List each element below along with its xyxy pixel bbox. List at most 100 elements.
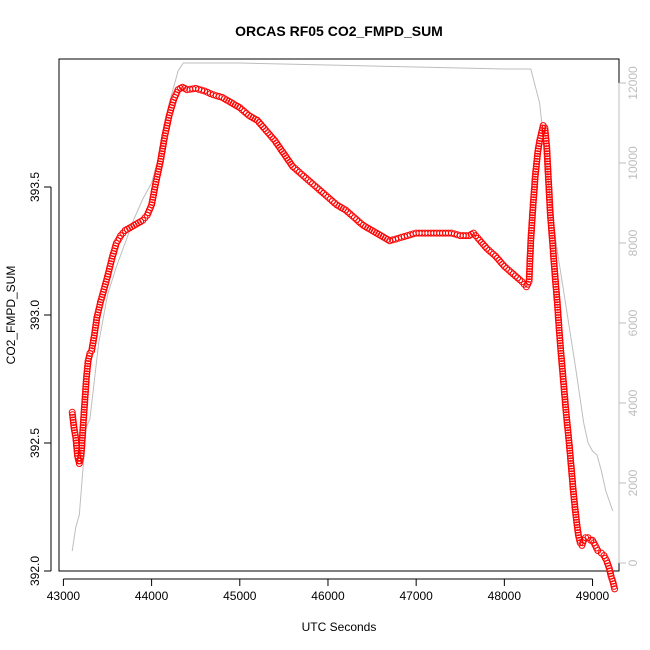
co2-point: [69, 416, 77, 424]
co2-point: [306, 178, 314, 186]
co2-point: [549, 250, 557, 258]
co2-point: [69, 419, 77, 426]
co2-point: [261, 125, 268, 133]
co2-point: [509, 270, 517, 278]
co2-point: [526, 260, 534, 268]
co2-point: [571, 506, 579, 514]
co2-point: [530, 196, 537, 204]
co2-point: [355, 218, 363, 226]
x-axis: 43000 44000 45000 46000 47000 48000 49000: [47, 578, 610, 603]
co2-point: [545, 188, 553, 196]
co2-point: [159, 142, 167, 150]
co2-point: [532, 163, 540, 170]
co2-point: [541, 124, 549, 132]
co2-point: [554, 314, 562, 322]
co2-point: [534, 147, 542, 155]
co2-point: [161, 132, 169, 140]
co2-point: [556, 332, 564, 339]
x-tick-label: 48000: [488, 589, 522, 603]
co2-point: [546, 204, 554, 211]
y-axis-label: CO2_FMPD_SUM: [4, 266, 18, 365]
co2-point: [544, 163, 552, 170]
co2-point: [324, 193, 332, 201]
co2-point: [350, 214, 358, 222]
co2-point: [77, 452, 85, 460]
co2-point: [163, 122, 171, 130]
co2-point: [500, 262, 508, 270]
co2-point: [562, 406, 570, 414]
co2-point: [495, 256, 503, 264]
co2-point: [481, 242, 489, 250]
co2-point: [547, 216, 555, 224]
co2-point: [545, 191, 553, 199]
co2-point: [557, 344, 565, 352]
co2-point: [503, 264, 511, 272]
co2-point: [546, 211, 554, 219]
co2-point: [253, 116, 261, 124]
co2-point: [531, 183, 538, 191]
co2-point: [546, 209, 554, 217]
x-tick-label: 45000: [223, 589, 257, 603]
co2-point: [157, 155, 165, 163]
co2-point: [526, 262, 534, 270]
co2-point: [93, 316, 100, 324]
co2-point: [557, 352, 565, 360]
co2-point: [84, 360, 92, 368]
co2-point: [526, 255, 534, 263]
co2-point: [525, 278, 533, 286]
co2-point: [348, 212, 356, 220]
co2-point: [548, 232, 556, 240]
co2-point: [71, 431, 79, 439]
co2-point: [558, 355, 565, 362]
co2-point: [154, 170, 162, 178]
co2-point: [567, 454, 574, 462]
co2-point: [77, 454, 84, 462]
co2-point: [552, 283, 560, 291]
co2-point: [541, 127, 549, 135]
co2-point: [266, 131, 274, 139]
altitude-line: [71, 62, 614, 552]
y2-tick-label: 12000: [626, 66, 640, 100]
co2-point: [532, 165, 540, 173]
co2-point: [534, 150, 542, 158]
co2-point: [81, 398, 89, 406]
co2-point: [80, 403, 88, 411]
co2-point: [293, 166, 301, 174]
co2-point: [156, 157, 164, 165]
co2-point: [487, 248, 495, 256]
co2-point: [320, 189, 328, 197]
co2-point: [155, 165, 163, 173]
co2-point: [477, 238, 485, 246]
co2-point: [262, 127, 270, 135]
co2-point: [565, 436, 573, 444]
co2-point: [264, 129, 272, 137]
co2-point: [554, 308, 562, 316]
co2-point: [544, 175, 552, 183]
co2-point: [82, 378, 90, 386]
co2-point: [149, 193, 157, 201]
co2-point: [158, 150, 166, 158]
co2-point: [544, 160, 552, 168]
x-tick-label: 47000: [399, 589, 433, 603]
co2-point: [81, 401, 89, 409]
co2-point: [83, 365, 91, 373]
co2-point: [545, 180, 553, 188]
co2-point: [268, 133, 275, 141]
co2-point: [571, 503, 579, 511]
co2-point: [516, 276, 524, 284]
co2-point: [551, 273, 559, 281]
co2-point: [92, 321, 100, 329]
co2-point: [105, 268, 113, 275]
co2-point: [561, 396, 569, 403]
co2-point: [542, 134, 550, 142]
co2-point: [527, 229, 535, 237]
co2-point: [295, 168, 303, 176]
y2-tick-label: 4000: [626, 389, 640, 416]
y-tick-label: 392.5: [28, 428, 42, 458]
co2-point: [96, 301, 104, 309]
y2-tick-label: 10000: [626, 146, 640, 180]
co2-point: [569, 485, 577, 493]
co2-point: [560, 380, 568, 388]
co2-point: [69, 413, 77, 421]
co2-point: [357, 220, 365, 227]
